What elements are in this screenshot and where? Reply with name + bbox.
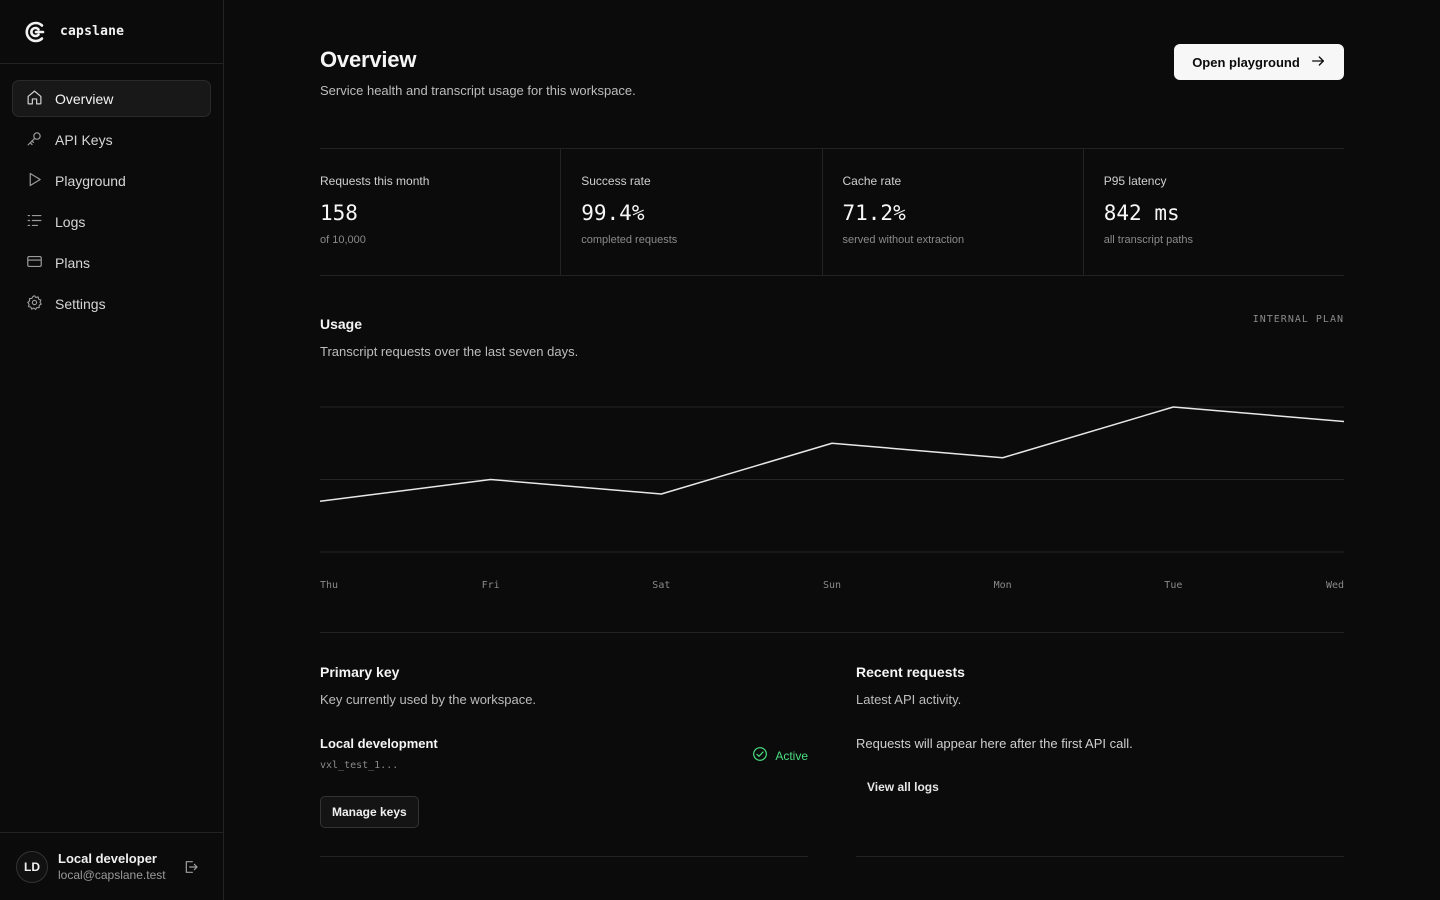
view-all-logs-link[interactable]: View all logs <box>867 780 939 794</box>
manage-keys-button[interactable]: Manage keys <box>320 796 419 828</box>
stat-label: Requests this month <box>320 174 430 188</box>
user-email: local@capslane.test <box>58 867 166 882</box>
stat-sub: served without extraction <box>842 234 965 246</box>
chart-x-tick-label: Fri <box>482 580 500 591</box>
status-badge: Active <box>752 746 808 765</box>
section-divider <box>320 632 1344 633</box>
capslane-logo-icon <box>22 20 46 44</box>
stat-success-rate: Success rate 99.4% completed requests <box>560 149 821 275</box>
list-icon <box>26 212 43 232</box>
check-circle-icon <box>752 746 768 765</box>
page-title: Overview <box>320 47 417 72</box>
sidebar-item-overview[interactable]: Overview <box>12 80 211 117</box>
stat-sub: of 10,000 <box>320 234 366 246</box>
gear-icon <box>26 294 43 314</box>
stat-value: 842 ms <box>1103 201 1180 225</box>
primary-key-panel: Primary key Key currently used by the wo… <box>320 664 808 857</box>
stat-label: Cache rate <box>842 174 902 188</box>
sidebar: capslane Overview API Keys Playground <box>0 0 224 900</box>
panel-title: Recent requests <box>856 664 965 680</box>
brand[interactable]: capslane <box>0 0 223 64</box>
sidebar-item-api-keys[interactable]: API Keys <box>12 121 211 158</box>
user-info: Local developer local@capslane.test <box>58 851 166 883</box>
sidebar-item-label: Playground <box>55 172 126 189</box>
chart-x-tick-label: Sat <box>652 580 670 591</box>
avatar[interactable]: LD <box>16 850 48 883</box>
chart-series-line <box>320 406 1344 502</box>
credit-card-icon <box>26 253 43 273</box>
chart-x-tick-label: Tue <box>1164 580 1182 591</box>
open-playground-label: Open playground <box>1192 54 1300 70</box>
usage-title: Usage <box>320 316 363 332</box>
stat-value: 158 <box>320 201 358 225</box>
stat-cache-rate: Cache rate 71.2% served without extracti… <box>821 149 1083 275</box>
sidebar-item-label: Logs <box>55 213 86 230</box>
chart-x-tick-label: Sun <box>823 580 841 591</box>
stat-value: 71.2% <box>842 201 906 225</box>
key-masked-value: vxl_test_1... <box>320 760 399 771</box>
usage-chart: Thu Fri Sat Sun Mon Tue Wed <box>320 406 1344 591</box>
sidebar-item-label: Overview <box>55 90 114 107</box>
page-subtitle: Service health and transcript usage for … <box>320 83 636 98</box>
sidebar-nav: Overview API Keys Playground Logs <box>0 64 223 322</box>
panel-title: Primary key <box>320 664 400 680</box>
status-label: Active <box>775 748 808 763</box>
sidebar-item-playground[interactable]: Playground <box>12 162 211 199</box>
empty-state-message: Requests will appear here after the firs… <box>856 736 1133 751</box>
sidebar-item-label: API Keys <box>55 131 113 148</box>
sidebar-item-label: Plans <box>55 254 91 271</box>
plan-tag: INTERNAL PLAN <box>1252 314 1344 325</box>
sidebar-item-settings[interactable]: Settings <box>12 285 211 322</box>
recent-requests-panel: Recent requests Latest API activity. Req… <box>856 664 1344 857</box>
open-playground-button[interactable]: Open playground <box>1174 44 1344 80</box>
sidebar-item-logs[interactable]: Logs <box>12 203 211 240</box>
panel-subtitle: Latest API activity. <box>856 692 962 707</box>
chart-x-tick-label: Mon <box>994 580 1012 591</box>
sidebar-item-plans[interactable]: Plans <box>12 244 211 281</box>
chart-x-tick-label: Thu <box>320 580 338 591</box>
stat-value: 99.4% <box>581 201 645 225</box>
brand-name: capslane <box>60 24 125 39</box>
logout-icon[interactable] <box>183 859 199 875</box>
key-icon <box>26 130 43 150</box>
stat-p95-latency: P95 latency 842 ms all transcript paths <box>1082 149 1344 275</box>
key-name: Local development <box>320 736 438 751</box>
stat-requests: Requests this month 158 of 10,000 <box>320 149 560 275</box>
user-card: LD Local developer local@capslane.test <box>0 832 223 900</box>
panel-subtitle: Key currently used by the workspace. <box>320 692 537 707</box>
sidebar-item-label: Settings <box>55 295 106 312</box>
stat-sub: all transcript paths <box>1103 234 1194 246</box>
chart-x-tick-label: Wed <box>1326 580 1344 591</box>
user-name: Local developer <box>58 850 157 866</box>
stat-sub: completed requests <box>581 234 678 246</box>
home-icon <box>26 89 43 109</box>
stats-row: Requests this month 158 of 10,000 Succes… <box>320 148 1344 276</box>
stat-label: Success rate <box>581 174 651 188</box>
arrow-right-icon <box>1310 53 1326 72</box>
stat-label: P95 latency <box>1103 174 1167 188</box>
play-icon <box>26 171 43 191</box>
usage-subtitle: Transcript requests over the last seven … <box>320 344 579 359</box>
